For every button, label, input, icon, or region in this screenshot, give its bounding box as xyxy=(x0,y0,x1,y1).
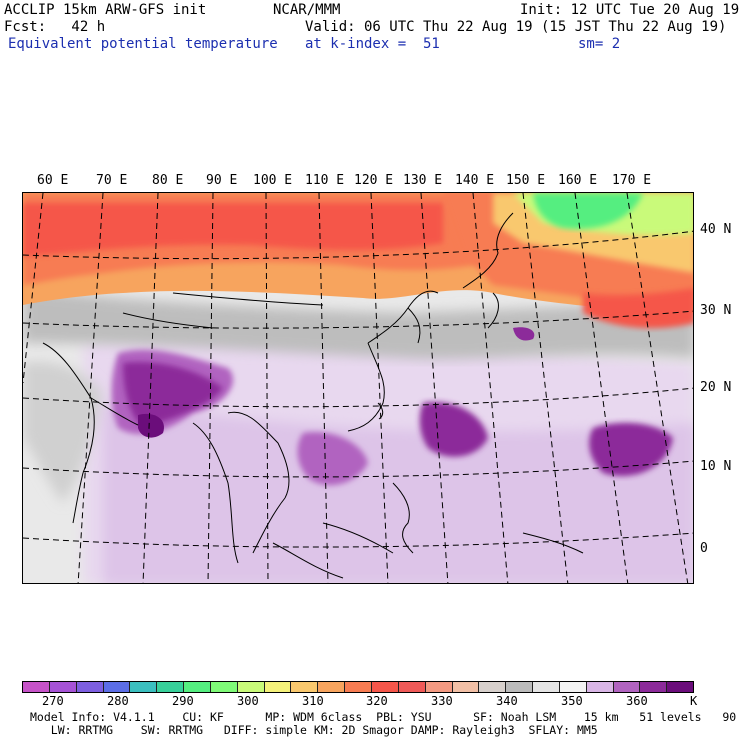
colorbar-swatch xyxy=(640,682,668,692)
colorbar-swatch xyxy=(559,682,587,692)
colorbar-swatch xyxy=(613,682,641,692)
lon-label: 120 E xyxy=(354,173,394,188)
colorbar-swatch xyxy=(157,682,185,692)
lon-label: 160 E xyxy=(558,173,598,188)
field-name: Equivalent potential temperature xyxy=(8,36,278,52)
colorbar-swatch xyxy=(667,682,694,692)
model-info-line2: LW: RRTMG SW: RRTMG DIFF: simple KM: 2D … xyxy=(30,723,598,737)
colorbar-tick: 340 xyxy=(496,694,518,708)
colorbar-swatch xyxy=(452,682,480,692)
lon-label: 60 E xyxy=(37,173,69,188)
colorbar-tick: 320 xyxy=(366,694,388,708)
lon-label: 70 E xyxy=(96,173,128,188)
colorbar-swatch xyxy=(533,682,560,692)
lon-label: 80 E xyxy=(152,173,184,188)
colorbar-swatch xyxy=(184,682,211,692)
map-panel xyxy=(22,192,694,584)
lon-label: 150 E xyxy=(506,173,546,188)
level-label: at k-index = 51 xyxy=(305,36,440,52)
colorbar-tick: 350 xyxy=(561,694,583,708)
colorbar-swatch xyxy=(23,682,50,692)
colorbar-unit: K xyxy=(690,694,698,708)
colorbar-tick: 290 xyxy=(172,694,194,708)
colorbar-swatch xyxy=(506,682,534,692)
colorbar-swatch xyxy=(264,682,292,692)
theta-e-field xyxy=(23,193,693,583)
lon-label: 110 E xyxy=(305,173,345,188)
smoothing-label: sm= 2 xyxy=(578,36,621,52)
lon-label: 170 E xyxy=(612,173,652,188)
lat-label: 20 N xyxy=(700,380,732,395)
colorbar-tick: 310 xyxy=(302,694,324,708)
colorbar-swatch xyxy=(398,682,426,692)
colorbar-swatch xyxy=(49,682,77,692)
lon-label: 130 E xyxy=(403,173,443,188)
colorbar-swatch xyxy=(237,682,265,692)
colorbar-swatch xyxy=(345,682,372,692)
colorbar-swatch xyxy=(479,682,507,692)
valid-time: Valid: 06 UTC Thu 22 Aug 19 (15 JST Thu … xyxy=(305,19,727,35)
colorbar-tick: 270 xyxy=(42,694,64,708)
lat-label: 0 xyxy=(700,541,708,556)
colorbar-swatch xyxy=(586,682,614,692)
colorbar-tick: 280 xyxy=(107,694,129,708)
colorbar-tick: 330 xyxy=(431,694,453,708)
model-title: ACCLIP 15km ARW-GFS init xyxy=(4,2,207,18)
colorbar-swatch xyxy=(210,682,238,692)
lon-label: 140 E xyxy=(455,173,495,188)
lon-label: 90 E xyxy=(206,173,238,188)
lon-label: 100 E xyxy=(253,173,293,188)
lat-label: 40 N xyxy=(700,222,732,237)
colorbar-swatch xyxy=(130,682,158,692)
colorbar xyxy=(22,681,694,693)
lat-label: 30 N xyxy=(700,303,732,318)
colorbar-swatch xyxy=(76,682,104,692)
lat-label: 10 N xyxy=(700,459,732,474)
colorbar-tick: 300 xyxy=(237,694,259,708)
init-time: Init: 12 UTC Tue 20 Aug 19 xyxy=(520,2,740,18)
model-info-line1: Model Info: V4.1.1 CU: KF MP: WDM 6class… xyxy=(30,710,740,724)
forecast-hour: Fcst: 42 h xyxy=(4,19,106,35)
colorbar-swatch xyxy=(318,682,346,692)
colorbar-tick: 360 xyxy=(626,694,648,708)
colorbar-swatch xyxy=(291,682,319,692)
colorbar-swatch xyxy=(425,682,453,692)
colorbar-swatch xyxy=(371,682,399,692)
colorbar-swatch xyxy=(103,682,131,692)
org-label: NCAR/MMM xyxy=(273,2,341,18)
